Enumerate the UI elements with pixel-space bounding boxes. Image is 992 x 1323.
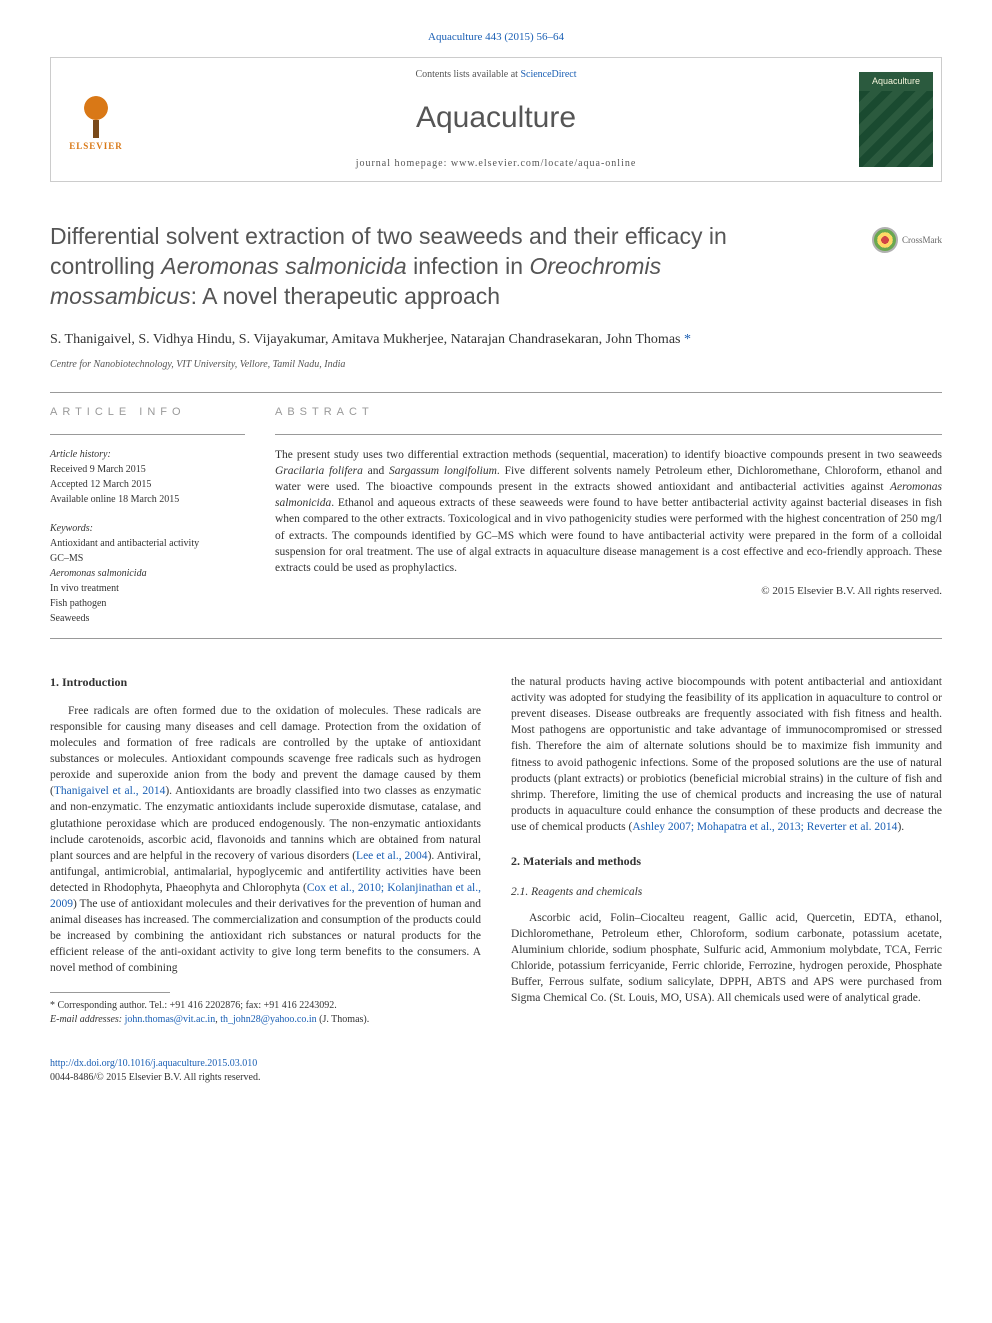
article-info-heading: article info <box>50 405 245 420</box>
abstract-column: abstract The present study uses two diff… <box>275 405 942 626</box>
elsevier-label: ELSEVIER <box>69 140 123 153</box>
keyword-item: GC–MS <box>50 551 245 566</box>
footnote-separator <box>50 992 170 993</box>
intro-paragraph-cont: the natural products having active bioco… <box>511 674 942 835</box>
methods-heading: 2. Materials and methods <box>511 853 942 870</box>
keyword-item: Seaweeds <box>50 611 245 626</box>
publisher-logo-area: ELSEVIER <box>51 58 141 181</box>
abstract-divider <box>275 434 942 435</box>
abstract-copyright: © 2015 Elsevier B.V. All rights reserved… <box>275 584 942 599</box>
abstract-text: The present study uses two differential … <box>275 447 942 576</box>
authors-line: S. Thanigaivel, S. Vidhya Hindu, S. Vija… <box>50 330 942 350</box>
keywords-block: Keywords: Antioxidant and antibacterial … <box>50 521 245 626</box>
divider-bottom <box>50 638 942 639</box>
journal-ref-link[interactable]: Aquaculture 443 (2015) 56–64 <box>428 31 564 43</box>
keyword-item: In vivo treatment <box>50 581 245 596</box>
email-link-2[interactable]: th_john28@yahoo.co.in <box>220 1014 316 1025</box>
elsevier-logo[interactable]: ELSEVIER <box>61 82 131 157</box>
abstract-heading: abstract <box>275 405 942 420</box>
journal-cover-icon[interactable]: Aquaculture <box>859 72 933 167</box>
crossmark-label: CrossMark <box>902 234 942 247</box>
keyword-item: Antioxidant and antibacterial activity <box>50 536 245 551</box>
cover-pattern-icon <box>859 91 933 167</box>
issn-line: 0044-8486/© 2015 Elsevier B.V. All right… <box>50 1072 260 1083</box>
history-label: Article history: <box>50 449 111 460</box>
body-column-right: the natural products having active bioco… <box>511 674 942 1027</box>
keyword-item: Fish pathogen <box>50 596 245 611</box>
body-columns: 1. Introduction Free radicals are often … <box>50 674 942 1027</box>
footer-info: http://dx.doi.org/10.1016/j.aquaculture.… <box>50 1057 942 1085</box>
keyword-item: Aeromonas salmonicida <box>50 566 245 581</box>
homepage-line: journal homepage: www.elsevier.com/locat… <box>141 157 851 171</box>
crossmark-badge[interactable]: CrossMark <box>872 227 942 253</box>
intro-paragraph: Free radicals are often formed due to th… <box>50 703 481 977</box>
article-title: Differential solvent extraction of two s… <box>50 222 942 312</box>
journal-reference: Aquaculture 443 (2015) 56–64 <box>50 30 942 45</box>
email-tail: (J. Thomas). <box>317 1014 370 1025</box>
crossmark-icon <box>872 227 898 253</box>
article-info-column: article info Article history: Received 9… <box>50 405 245 626</box>
journal-header: ELSEVIER Contents lists available at Sci… <box>50 57 942 182</box>
sciencedirect-link[interactable]: ScienceDirect <box>520 69 576 80</box>
cover-area: Aquaculture <box>851 58 941 181</box>
accepted-date: Accepted 12 March 2015 <box>50 479 151 490</box>
homepage-label: journal homepage: <box>356 158 451 169</box>
header-center: Contents lists available at ScienceDirec… <box>141 58 851 181</box>
info-divider <box>50 434 245 435</box>
corresponding-mark: * <box>684 332 691 347</box>
reagents-heading: 2.1. Reagents and chemicals <box>511 884 942 900</box>
article-history: Article history: Received 9 March 2015 A… <box>50 447 245 507</box>
body-column-left: 1. Introduction Free radicals are often … <box>50 674 481 1027</box>
homepage-url[interactable]: www.elsevier.com/locate/aqua-online <box>451 158 636 169</box>
received-date: Received 9 March 2015 <box>50 464 146 475</box>
email-line: E-mail addresses: john.thomas@vit.ac.in,… <box>50 1013 481 1027</box>
divider-top <box>50 392 942 393</box>
contents-prefix: Contents lists available at <box>415 69 520 80</box>
elsevier-tree-icon <box>71 88 121 138</box>
corresponding-footnote: * Corresponding author. Tel.: +91 416 22… <box>50 999 481 1027</box>
cover-title: Aquaculture <box>859 72 933 91</box>
intro-heading: 1. Introduction <box>50 674 481 691</box>
affiliation: Centre for Nanobiotechnology, VIT Univer… <box>50 358 942 372</box>
corr-author-line: * Corresponding author. Tel.: +91 416 22… <box>50 999 481 1013</box>
info-abstract-row: article info Article history: Received 9… <box>50 405 942 626</box>
email-link-1[interactable]: john.thomas@vit.ac.in <box>125 1014 216 1025</box>
doi-link[interactable]: http://dx.doi.org/10.1016/j.aquaculture.… <box>50 1058 257 1069</box>
contents-line: Contents lists available at ScienceDirec… <box>141 68 851 82</box>
reagents-paragraph: Ascorbic acid, Folin–Ciocalteu reagent, … <box>511 910 942 1007</box>
article-header: CrossMark Differential solvent extractio… <box>50 222 942 371</box>
journal-title: Aquaculture <box>141 97 851 139</box>
keywords-label: Keywords: <box>50 521 245 536</box>
email-label: E-mail addresses: <box>50 1014 125 1025</box>
online-date: Available online 18 March 2015 <box>50 494 179 505</box>
author-names: S. Thanigaivel, S. Vidhya Hindu, S. Vija… <box>50 332 684 347</box>
